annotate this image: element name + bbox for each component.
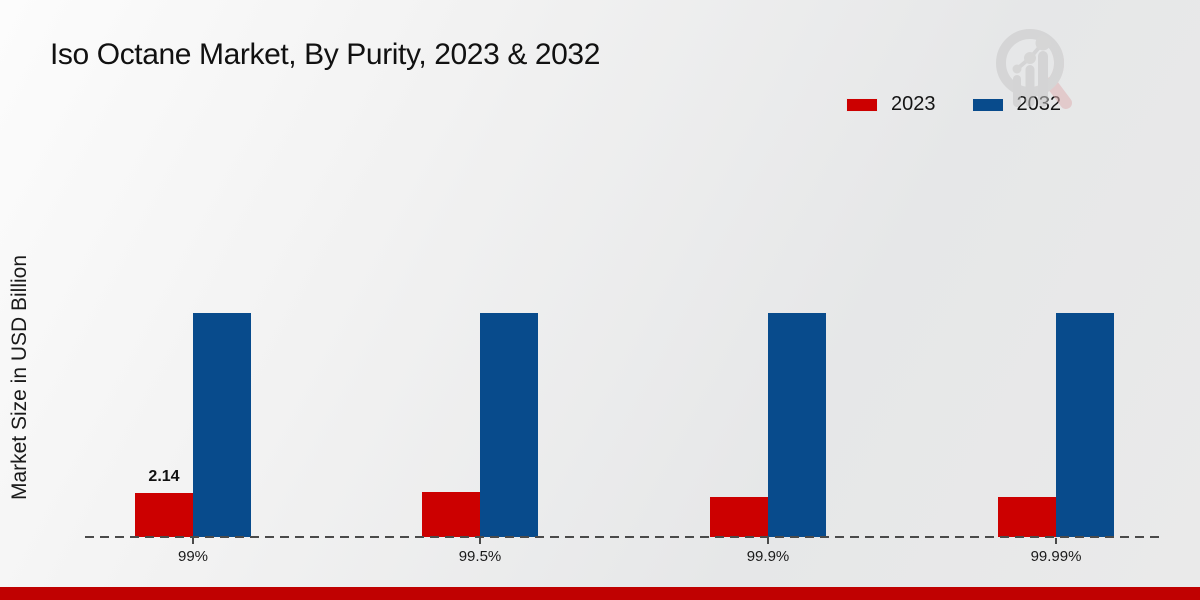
legend-swatch [846, 97, 878, 112]
x-axis-tick-label: 99.99% [1030, 548, 1082, 565]
bar-2023-99.99% [998, 497, 1056, 537]
bar-2032-99.9% [768, 313, 826, 537]
x-axis-tick-label: 99% [177, 548, 209, 565]
bar-2032-99.5% [480, 313, 538, 537]
x-axis-tick-label: 99.9% [746, 548, 790, 565]
legend-item-2023: 2023 [846, 93, 936, 116]
bar-2023-99% [135, 493, 193, 537]
x-axis-tick [192, 538, 194, 544]
bar-2023-99.9% [710, 497, 768, 537]
legend-item-label: 2023 [891, 93, 936, 115]
legend-swatch [971, 97, 1004, 112]
x-axis-tick [767, 538, 769, 544]
x-axis-tick-label: 99.5% [458, 548, 502, 565]
bar-value-label: 2.14 [148, 468, 180, 485]
bar-2032-99% [193, 313, 251, 537]
magnifier-bar-chart-logo-icon [996, 29, 1072, 109]
bar-2032-99.99% [1056, 313, 1114, 537]
x-axis-tick [479, 538, 481, 544]
x-axis-line [85, 536, 1163, 538]
x-axis-tick [1055, 538, 1057, 544]
bar-2023-99.5% [422, 492, 480, 537]
footer-accent-bar [0, 587, 1200, 600]
chart-title: Iso Octane Market, By Purity, 2023 & 203… [50, 38, 600, 71]
